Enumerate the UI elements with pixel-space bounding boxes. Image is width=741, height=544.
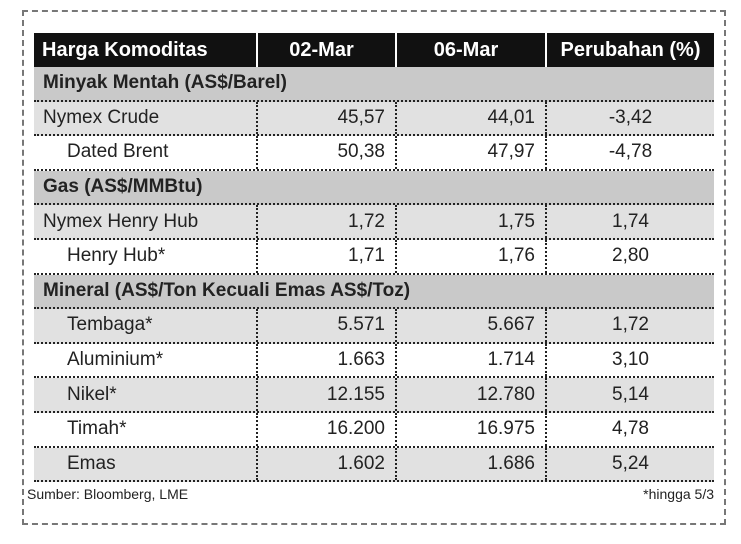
value-cell: 5,24 <box>612 452 649 474</box>
value-cell: 3,10 <box>612 349 649 371</box>
value-cell: 5.571 <box>258 309 397 342</box>
value-cell: 44,01 <box>397 101 547 135</box>
frame <box>22 10 726 525</box>
value-cell: 47,97 <box>397 136 547 169</box>
commodity-table: Harga Komoditas 02-Mar 06-Mar Perubahan (%)… <box>34 33 714 483</box>
data-row: Dated Brent 50,38 47,97 -4,78 <box>34 136 714 171</box>
section-title: Minyak Mentah (AS$/Barel) <box>34 67 714 102</box>
data-row: Timah* 16.200 16.975 4,78 <box>34 412 714 448</box>
source: Sumber: Bloomberg, LME <box>27 486 189 502</box>
value-cell: 16.200 <box>258 412 397 446</box>
value-cell: 1,72 <box>258 205 397 238</box>
commodity-name: Dated Brent <box>34 136 258 169</box>
value-cell: 1.602 <box>258 447 397 481</box>
data-row: Emas 1.602 1.686 5,24 <box>34 447 714 483</box>
commodity-name: Henry Hub* <box>34 239 258 273</box>
value-cell: 4,78 <box>612 418 649 440</box>
commodity-name: Timah* <box>34 412 258 446</box>
value-cell: 12.780 <box>397 378 547 411</box>
value-cell: 16.975 <box>397 412 547 446</box>
note: *hingga 5/3 <box>643 486 714 502</box>
commodity-name: Tembaga* <box>34 309 258 342</box>
section-title: Gas (AS$/MMBtu) <box>34 170 714 206</box>
data-row: Nymex Crude 45,57 44,01 -3,42 <box>34 101 714 137</box>
value-cell: 50,38 <box>258 136 397 169</box>
header-cell: 06-Mar <box>397 33 547 67</box>
value-cell: 5.667 <box>397 309 547 342</box>
value-cell: 1,76 <box>397 239 547 273</box>
header-cell: 02-Mar <box>258 33 397 67</box>
commodity-name: Nymex Crude <box>34 101 258 135</box>
data-row: Nymex Henry Hub 1,72 1,75 1,74 <box>34 205 714 240</box>
header-row: Harga Komoditas 02-Mar 06-Mar Perubahan (%) <box>34 33 714 67</box>
value-cell: 1,71 <box>258 239 397 273</box>
value-cell: -4,78 <box>608 141 653 163</box>
value-cell: 45,57 <box>258 101 397 135</box>
value-cell: 1.714 <box>397 343 547 377</box>
value-cell: 12.155 <box>258 378 397 411</box>
data-row: Henry Hub* 1,71 1,76 2,80 <box>34 239 714 275</box>
data-row: Aluminium* 1.663 1.714 3,10 <box>34 343 714 379</box>
header-cell: Perubahan (%) <box>560 38 701 61</box>
commodity-name: Emas <box>34 447 258 481</box>
value-cell: 1,74 <box>612 210 649 232</box>
header-cell: Harga Komoditas <box>34 33 258 67</box>
data-row: Tembaga* 5.571 5.667 1,72 <box>34 309 714 344</box>
value-cell: -3,42 <box>608 106 653 128</box>
value-cell: 1,75 <box>397 205 547 238</box>
data-row: Nikel* 12.155 12.780 5,14 <box>34 378 714 413</box>
value-cell: 2,80 <box>612 245 649 267</box>
value-cell: 1,72 <box>612 314 649 336</box>
value-cell: 1.663 <box>258 343 397 377</box>
section-title: Mineral (AS$/Ton Kecuali Emas AS$/Toz) <box>34 274 714 310</box>
value-cell: 1.686 <box>397 447 547 481</box>
commodity-name: Nikel* <box>34 378 258 411</box>
value-cell: 5,14 <box>612 383 649 405</box>
commodity-name: Nymex Henry Hub <box>34 205 258 238</box>
commodity-name: Aluminium* <box>34 343 258 377</box>
